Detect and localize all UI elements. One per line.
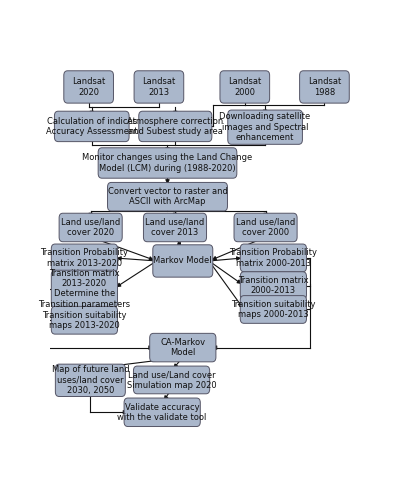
Text: Monitor changes using the Land Change
Model (LCM) during (1988-2020): Monitor changes using the Land Change Mo… [82, 154, 253, 172]
FancyBboxPatch shape [51, 270, 118, 307]
Text: Landsat
2013: Landsat 2013 [142, 77, 176, 96]
Text: Transition suitability
maps 2013-2020: Transition suitability maps 2013-2020 [42, 310, 127, 330]
Text: Map of future land
uses/land cover
2030, 2050: Map of future land uses/land cover 2030,… [52, 366, 129, 395]
Text: Validate accuracy
with the validate tool: Validate accuracy with the validate tool [118, 402, 207, 422]
Text: Transition suitability
maps 2000-2013: Transition suitability maps 2000-2013 [231, 300, 316, 319]
FancyBboxPatch shape [64, 71, 114, 103]
Text: Transition matrix
2013-2020
Determine the
Transition parameters: Transition matrix 2013-2020 Determine th… [38, 268, 131, 309]
Text: Transition matrix
2000-2013: Transition matrix 2000-2013 [238, 276, 309, 295]
FancyBboxPatch shape [240, 272, 306, 299]
Text: Transition Probability
matrix 2000-2013: Transition Probability matrix 2000-2013 [229, 248, 318, 268]
Text: Land use/Land cover
Simulation map 2020: Land use/Land cover Simulation map 2020 [127, 370, 216, 390]
Text: Atmosphere correction
and Subest study area: Atmosphere correction and Subest study a… [127, 116, 223, 136]
Text: Landsat
1988: Landsat 1988 [308, 77, 341, 96]
FancyBboxPatch shape [234, 213, 297, 242]
FancyBboxPatch shape [150, 334, 216, 362]
FancyBboxPatch shape [98, 148, 237, 178]
FancyBboxPatch shape [220, 71, 270, 103]
FancyBboxPatch shape [54, 111, 129, 142]
Text: Landsat
2020: Landsat 2020 [72, 77, 105, 96]
FancyBboxPatch shape [51, 306, 118, 334]
Text: Convert vector to raster and
ASCII with ArcMap: Convert vector to raster and ASCII with … [108, 187, 227, 206]
FancyBboxPatch shape [299, 71, 349, 103]
Text: Land use/land
cover 2020: Land use/land cover 2020 [61, 218, 120, 237]
FancyBboxPatch shape [143, 213, 206, 242]
FancyBboxPatch shape [134, 71, 184, 103]
FancyBboxPatch shape [153, 245, 213, 277]
FancyBboxPatch shape [51, 244, 118, 272]
Text: Land use/land
cover 2000: Land use/land cover 2000 [236, 218, 295, 237]
FancyBboxPatch shape [55, 364, 125, 396]
Text: Transition Probability
matrix 2013-2020: Transition Probability matrix 2013-2020 [40, 248, 129, 268]
Text: Landsat
2000: Landsat 2000 [228, 77, 262, 96]
FancyBboxPatch shape [228, 110, 302, 144]
Text: Markov Model: Markov Model [154, 256, 212, 266]
FancyBboxPatch shape [108, 182, 227, 211]
Text: CA-Markov
Model: CA-Markov Model [160, 338, 206, 357]
FancyBboxPatch shape [59, 213, 122, 242]
FancyBboxPatch shape [124, 398, 200, 426]
Text: Land use/land
cover 2013: Land use/land cover 2013 [145, 218, 205, 237]
Text: Downloading satellite
images and Spectral
enhancement: Downloading satellite images and Spectra… [220, 112, 311, 142]
FancyBboxPatch shape [139, 111, 212, 142]
FancyBboxPatch shape [240, 244, 306, 272]
FancyBboxPatch shape [133, 366, 210, 394]
Text: Calculation of indices
Accuracy Assessment: Calculation of indices Accuracy Assessme… [46, 116, 137, 136]
FancyBboxPatch shape [240, 296, 306, 324]
